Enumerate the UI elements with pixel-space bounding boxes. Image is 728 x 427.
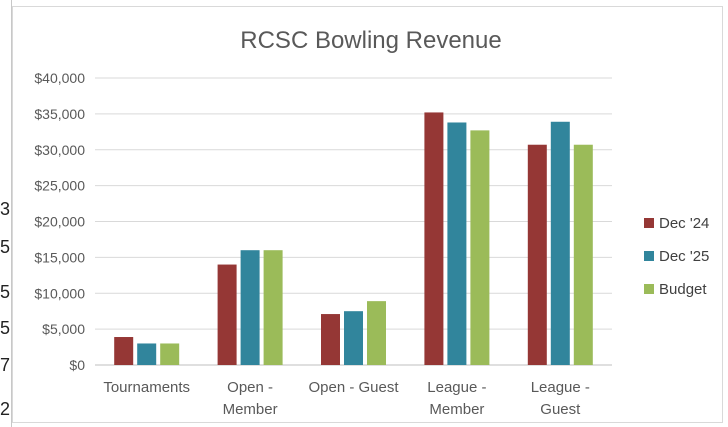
y-tick-label: $20,000 [34, 214, 85, 230]
legend-entry: Dec '25 [659, 248, 709, 265]
legend: Dec '24 Dec '25 Budget [644, 215, 709, 298]
y-tick-label: $40,000 [34, 70, 85, 86]
sheet-cell-fragment: 3 [0, 200, 11, 218]
x-category-label: Member [429, 401, 484, 418]
bar-dec--25 [344, 311, 363, 365]
y-tick-label: $10,000 [34, 285, 85, 301]
y-tick-label: $25,000 [34, 178, 85, 194]
sheet-cell-fragment: 7 [0, 356, 11, 374]
y-axis: $0 $5,000 $10,000 $15,000 $20,000 $25,000 $30,… [34, 70, 85, 373]
bar-dec--25 [447, 122, 467, 365]
bar-budget [367, 301, 386, 365]
sheet-cell-fragment: 5 [0, 283, 11, 301]
bar-dec--24 [217, 264, 237, 365]
x-axis: Tournaments Open - Member Open - Guest Leagu… [103, 379, 590, 418]
x-category-label: Open - Guest [308, 379, 399, 396]
bar-budget [573, 144, 593, 365]
bar-dec--25 [550, 121, 570, 365]
sheet-column-border [11, 0, 12, 427]
y-tick-label: $15,000 [34, 249, 85, 265]
bar-dec--24 [424, 112, 444, 365]
bar-dec--24 [527, 144, 547, 365]
sheet-cell-fragment: 5 [0, 238, 11, 256]
x-category-label: Member [223, 401, 278, 418]
legend-entry: Dec '24 [659, 215, 709, 232]
sheet-cell-fragment: 2 [0, 400, 11, 418]
sheet-cell-fragment: 5 [0, 319, 11, 337]
y-tick-label: $5,000 [42, 321, 85, 337]
bar-dec--25 [137, 343, 157, 365]
legend-entry: Budget [659, 281, 707, 298]
legend-swatch [644, 284, 654, 294]
x-category-label: Guest [540, 401, 581, 418]
gridlines [95, 77, 612, 366]
legend-swatch [644, 218, 654, 228]
y-tick-label: $30,000 [34, 142, 85, 158]
x-category-label: League - [427, 379, 486, 396]
bar-dec--25 [240, 250, 260, 365]
legend-swatch [644, 251, 654, 261]
x-category-label: League - [531, 379, 590, 396]
bar-dec--24 [321, 314, 340, 365]
bars [114, 112, 593, 365]
x-category-label: Tournaments [103, 379, 190, 396]
bar-dec--24 [114, 337, 134, 365]
bar-budget [160, 343, 180, 365]
bar-budget [263, 250, 283, 365]
x-category-label: Open - [227, 379, 273, 396]
y-tick-label: $35,000 [34, 106, 85, 122]
bar-budget [470, 130, 490, 365]
y-tick-label: $0 [69, 357, 85, 373]
chart-title: RCSC Bowling Revenue [240, 27, 501, 54]
